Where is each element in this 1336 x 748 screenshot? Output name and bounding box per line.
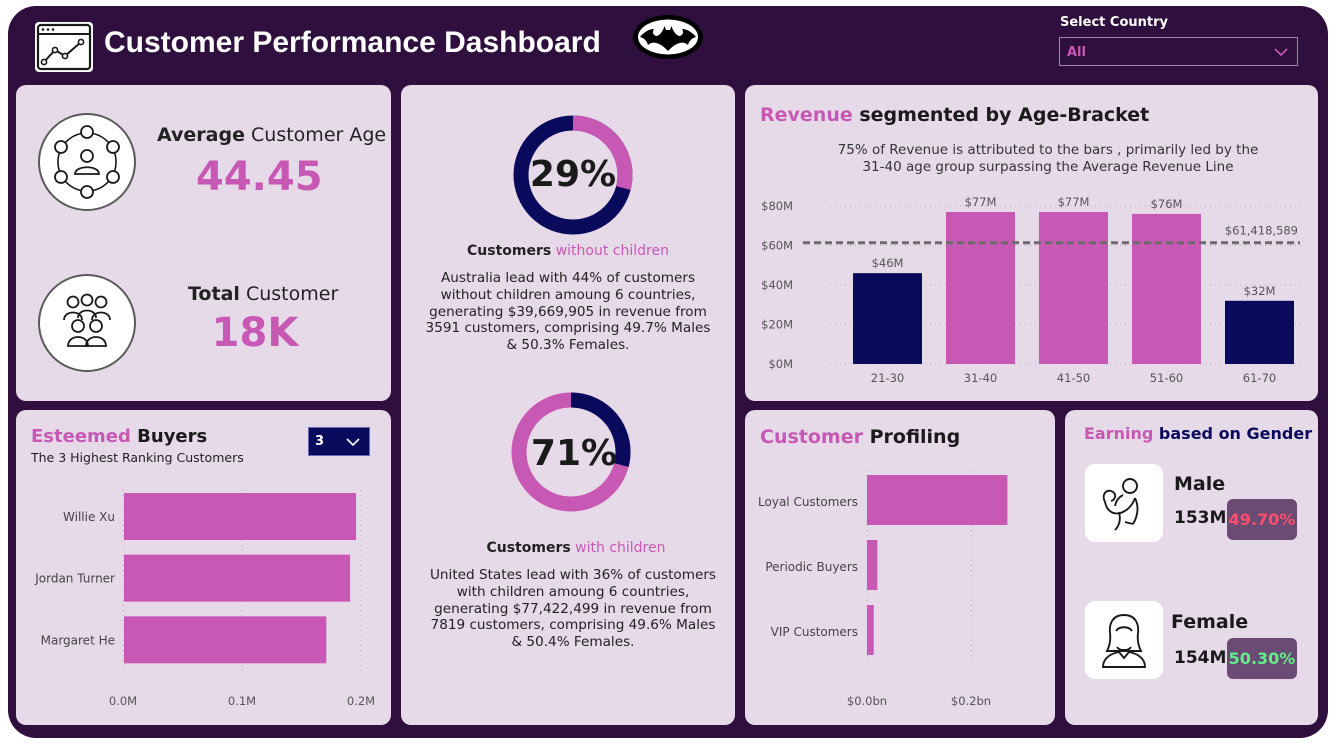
network-people-icon xyxy=(38,113,136,211)
donut-with-arc xyxy=(511,392,631,512)
bar xyxy=(124,616,327,664)
female-pct-badge: 50.30% xyxy=(1227,638,1297,679)
average-line-label: $61,418,589 xyxy=(1225,224,1298,238)
with-children-pct: 71% xyxy=(530,433,618,474)
without-children-title: Customers without children xyxy=(467,243,669,259)
male-muscle-icon xyxy=(1085,464,1163,542)
line-chart-icon xyxy=(35,22,93,72)
bat-logo-icon xyxy=(632,14,704,64)
bar xyxy=(124,493,357,540)
male-value: 153M xyxy=(1174,508,1227,528)
buyers-title: Esteemed Buyers xyxy=(31,426,208,447)
female-label: Female xyxy=(1171,611,1249,633)
x-tick-label: 51-60 xyxy=(1150,371,1183,385)
profiling-title: Customer Profiling xyxy=(760,426,961,448)
country-select-value: All xyxy=(1067,45,1086,60)
gender-title: Earning based on Gender xyxy=(1084,424,1313,443)
profiling-card xyxy=(745,410,1055,725)
donut-without-children xyxy=(513,115,633,235)
revenue-note: 75% of Revenue is attributed to the bars… xyxy=(837,142,1259,175)
bar xyxy=(1132,213,1201,364)
data-label: $46M xyxy=(872,256,904,270)
x-tick-label: 41-50 xyxy=(1057,371,1090,385)
data-label: $77M xyxy=(1058,195,1090,209)
page-title: Customer Performance Dashboard xyxy=(104,26,601,59)
bar xyxy=(867,540,878,590)
data-label: $76M xyxy=(1151,197,1183,211)
y-tick-label: $40M xyxy=(761,278,793,292)
avg-age-value: 44.45 xyxy=(196,154,323,200)
bar xyxy=(1225,300,1294,364)
bar xyxy=(867,475,1008,525)
x-tick-label: 31-40 xyxy=(964,371,997,385)
x-tick-label: 0.1M xyxy=(228,694,256,708)
male-pct-badge: 49.70% xyxy=(1227,499,1297,540)
male-label: Male xyxy=(1174,473,1226,495)
y-tick-label: $20M xyxy=(761,318,793,332)
female-avatar-icon xyxy=(1085,601,1163,679)
bar xyxy=(853,273,922,364)
x-tick-label: 0.2M xyxy=(347,694,375,708)
donut-without-arc xyxy=(513,115,633,235)
y-tick-label: $80M xyxy=(761,199,793,213)
chevron-down-icon xyxy=(1273,44,1289,63)
revenue-chart: $0M $20M $40M $60M $80M $46M 21-30 $77M 31-40 $77… xyxy=(761,195,1305,385)
total-customer-value: 18K xyxy=(211,310,299,356)
x-tick-label: 0.0M xyxy=(109,694,137,708)
female-value: 154M xyxy=(1174,648,1227,668)
data-label: $77M xyxy=(965,195,997,209)
donut-with-children xyxy=(511,392,631,512)
x-tick-label: 61-70 xyxy=(1243,371,1276,385)
chevron-down-icon xyxy=(345,434,361,453)
bar xyxy=(867,605,874,655)
without-children-text: Australia lead with 44% of customers wit… xyxy=(425,270,711,354)
top-n-value: 3 xyxy=(315,434,325,449)
y-tick-label: Periodic Buyers xyxy=(765,560,858,574)
top-n-dropdown[interactable]: 3 xyxy=(308,427,370,456)
bar xyxy=(124,554,351,602)
buyers-subtitle: The 3 Highest Ranking Customers xyxy=(31,450,244,465)
y-tick-label: VIP Customers xyxy=(771,625,858,639)
revenue-title: Revenue segmented by Age-Bracket xyxy=(760,104,1150,126)
avg-age-label: Average Customer Age xyxy=(157,124,387,146)
with-children-text: United States lead with 36% of customers… xyxy=(429,567,716,651)
y-tick-label: $0M xyxy=(768,357,793,371)
y-tick-label: Willie Xu xyxy=(63,510,115,524)
total-customer-label: Total Customer xyxy=(188,283,339,305)
x-tick-label: $0.2bn xyxy=(951,694,991,708)
buyers-chart: 0.0M 0.1M 0.2M Willie Xu Jordan Turner Margar… xyxy=(34,490,375,708)
with-children-title: Customers with children xyxy=(486,540,666,556)
data-label: $32M xyxy=(1244,284,1276,298)
y-tick-label: Loyal Customers xyxy=(758,495,858,509)
people-group-icon xyxy=(38,274,136,372)
profiling-chart: $0.0bn $0.2bn Loyal Customers Periodic Buye… xyxy=(758,470,1008,708)
x-tick-label: 21-30 xyxy=(871,371,904,385)
bar xyxy=(1039,211,1108,364)
country-select[interactable]: All xyxy=(1059,37,1298,66)
y-tick-label: $60M xyxy=(761,239,793,253)
x-tick-label: $0.0bn xyxy=(847,694,887,708)
country-select-label: Select Country xyxy=(1060,15,1168,30)
without-children-pct: 29% xyxy=(529,154,617,195)
y-tick-label: Jordan Turner xyxy=(34,572,115,586)
bar xyxy=(946,211,1015,364)
y-tick-label: Margaret He xyxy=(41,633,115,647)
